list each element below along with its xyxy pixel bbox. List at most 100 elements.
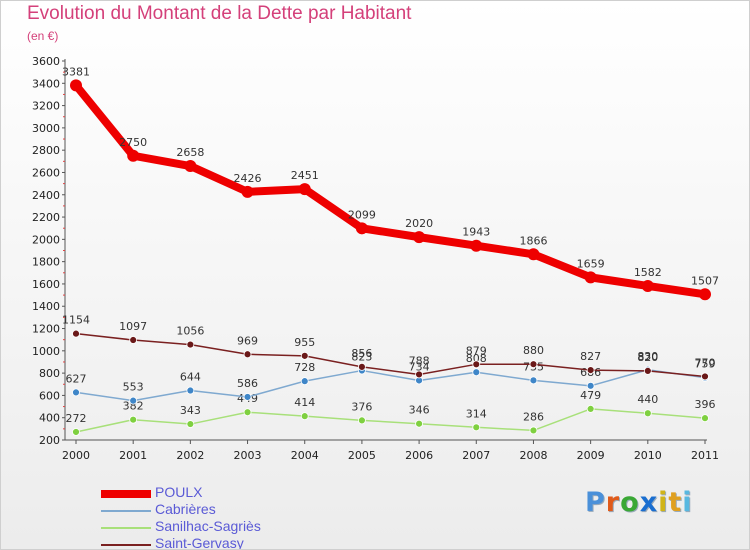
x-tick-label: 2006	[405, 449, 433, 462]
series-line	[75, 332, 706, 378]
x-tick-label: 2009	[577, 449, 605, 462]
data-point	[472, 423, 481, 432]
data-point	[186, 340, 195, 349]
data-label: 734	[409, 360, 430, 373]
data-point	[129, 336, 138, 344]
data-point	[701, 372, 709, 381]
data-label: 440	[637, 393, 658, 406]
logo-letter: P	[585, 487, 606, 518]
data-label: 1866	[519, 234, 547, 247]
y-tick-label: 1400	[32, 300, 60, 313]
data-point	[184, 160, 197, 173]
x-tick-label: 2002	[176, 449, 204, 462]
data-label: 346	[409, 404, 430, 417]
data-point	[241, 185, 254, 198]
data-point	[586, 404, 595, 413]
data-point	[586, 381, 595, 390]
data-point	[527, 248, 540, 261]
data-label: 553	[123, 381, 144, 394]
legend-swatch	[101, 490, 151, 498]
series-line	[75, 408, 706, 433]
data-label: 286	[523, 410, 544, 423]
legend-label: Sanilhac-Sagriès	[155, 518, 261, 534]
data-point	[358, 416, 366, 425]
proxiti-logo: Proxiti	[585, 487, 693, 518]
data-point	[415, 370, 423, 379]
series-poulx: 3381 2750 2658 2426 2451 2099 2020 1943 1866 1659…	[62, 65, 719, 301]
data-label: 1507	[691, 274, 719, 287]
y-tick-label: 200	[39, 434, 60, 447]
data-label: 2451	[291, 169, 319, 182]
data-label: 1659	[577, 257, 605, 270]
data-point	[72, 388, 80, 397]
y-tick-label: 2000	[32, 233, 60, 246]
data-label: 627	[66, 372, 87, 385]
data-point	[129, 396, 138, 405]
data-point	[127, 149, 140, 162]
data-point	[186, 420, 195, 428]
legend-swatch	[101, 510, 151, 512]
data-point	[300, 351, 309, 360]
y-tick-label: 3200	[32, 100, 60, 113]
data-point	[643, 409, 652, 418]
y-tick-label: 3400	[32, 77, 60, 90]
data-point	[298, 183, 311, 196]
logo-letter: i	[682, 487, 693, 518]
y-tick-label: 2800	[32, 144, 60, 157]
logo-letter: o	[620, 487, 640, 518]
data-point	[358, 362, 366, 371]
data-label: 2099	[348, 208, 376, 221]
data-point	[470, 239, 483, 252]
data-label: 770	[695, 356, 716, 369]
data-point	[72, 428, 80, 436]
y-tick-label: 3000	[32, 122, 60, 135]
data-label: 2426	[234, 172, 262, 185]
data-label: 880	[523, 344, 544, 357]
data-point	[72, 329, 80, 338]
data-label: 2658	[176, 146, 204, 159]
data-label: 808	[466, 352, 487, 365]
data-point	[70, 79, 82, 92]
data-label: 1056	[176, 325, 204, 338]
legend-label: Cabrières	[155, 501, 216, 517]
data-label: 969	[237, 334, 258, 347]
series-line	[72, 82, 706, 299]
data-label: 382	[123, 400, 144, 413]
data-point	[699, 288, 711, 301]
data-label: 1097	[119, 320, 147, 333]
logo-letter: i	[658, 487, 669, 518]
chart-title: Evolution du Montant de la Dette par Hab…	[27, 3, 412, 24]
y-tick-label: 800	[39, 367, 60, 380]
data-label: 788	[409, 354, 430, 367]
y-tick-label: 1000	[32, 345, 60, 358]
data-point	[529, 360, 538, 369]
series-cabri-res: 627553644586728823734808735686830759	[66, 350, 716, 405]
legend-swatch	[101, 544, 151, 546]
data-point	[300, 377, 309, 386]
data-label: 343	[180, 404, 201, 417]
y-tick-label: 2400	[32, 189, 60, 202]
x-tick-label: 2007	[462, 449, 490, 462]
legend-swatch	[101, 527, 151, 529]
data-point	[529, 426, 538, 435]
data-label: 586	[237, 377, 258, 390]
series-sanilhac-sagri-s: 272382343449414376346314286479440396	[66, 389, 716, 436]
data-label: 820	[637, 351, 658, 364]
x-tick-label: 2001	[119, 449, 147, 462]
data-label: 759	[695, 358, 716, 371]
data-point	[641, 279, 654, 292]
data-label: 830	[637, 350, 658, 363]
data-label: 1154	[62, 314, 90, 327]
y-tick-label: 1200	[32, 323, 60, 336]
series-saint-gervasy: 1154 1097 1056 969 955 856 788 879 880 827 820 770	[62, 314, 716, 381]
data-label: 414	[294, 396, 315, 409]
x-tick-label: 2008	[519, 449, 547, 462]
logo-letter: r	[605, 487, 621, 518]
data-point	[186, 386, 195, 395]
data-point	[584, 271, 597, 284]
data-label: 2750	[119, 136, 147, 149]
data-label: 879	[466, 344, 487, 357]
chart-unit-label: (en €)	[27, 29, 59, 43]
data-label: 3381	[62, 65, 90, 78]
